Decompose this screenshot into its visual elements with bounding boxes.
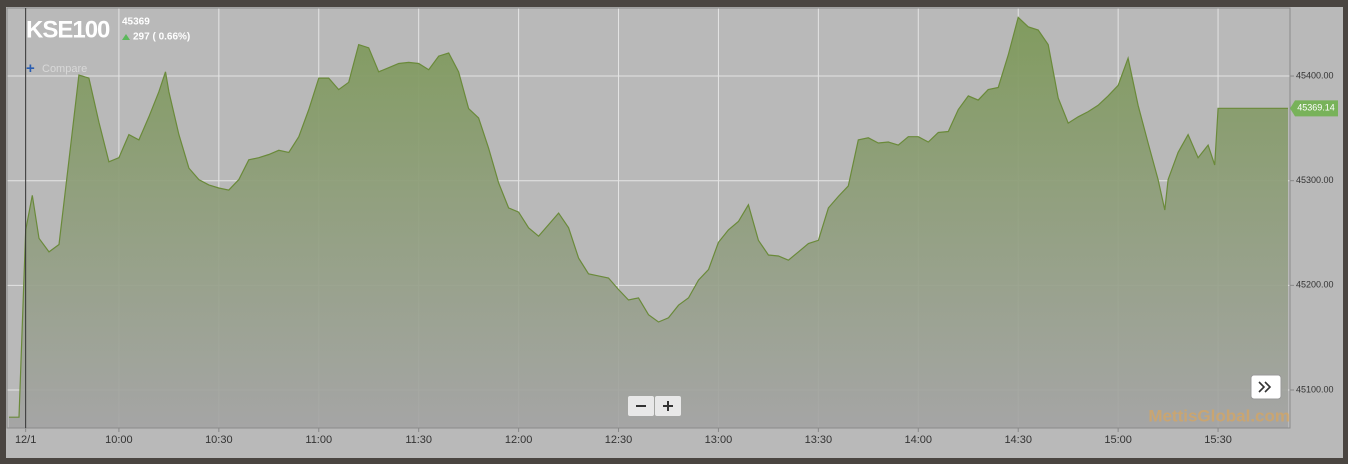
scroll-to-end[interactable] [1250, 374, 1282, 400]
chevrons-icon [1258, 381, 1272, 393]
x-tick-label: 15:30 [1204, 434, 1232, 446]
x-tick-label: 13:00 [705, 434, 733, 446]
last-price-tag [1290, 100, 1338, 117]
x-tick-label: 14:30 [1004, 434, 1032, 446]
plot-border [6, 7, 1291, 429]
last-price-label: 45369.14 [1297, 103, 1335, 113]
change-label: 297 ( 0.66%) [133, 32, 190, 43]
plus-icon [663, 401, 673, 411]
x-tick-label: 12:30 [605, 434, 633, 446]
chart-title: KSE100 [26, 16, 110, 43]
x-tick-label: 11:00 [305, 434, 332, 446]
compare-icon[interactable]: + [26, 60, 35, 77]
compare-link[interactable]: Compare [42, 63, 87, 75]
x-tick-label: 10:00 [105, 434, 133, 446]
y-tick-label: 45300.00 [1296, 175, 1334, 185]
y-tick-label: 45200.00 [1296, 280, 1334, 290]
zoom-controls [628, 396, 681, 416]
area-fill [8, 17, 1289, 429]
watermark: MettisGlobal.com [1148, 406, 1290, 425]
up-arrow [122, 34, 130, 40]
x-tick-label: 13:30 [805, 434, 833, 446]
price-label: 45369 [122, 17, 150, 28]
y-tick-label: 45100.00 [1296, 384, 1334, 394]
x-tick-label: 15:00 [1104, 434, 1132, 446]
x-tick-label: 12:00 [505, 434, 533, 446]
x-tick-label: 14:00 [905, 434, 933, 446]
y-tick-label: 45400.00 [1296, 70, 1334, 80]
x-tick-label: 11:30 [405, 434, 432, 446]
x-tick-label: 10:30 [205, 434, 233, 446]
x-tick-label: 12/1 [15, 434, 36, 446]
price-line [9, 16, 1288, 418]
